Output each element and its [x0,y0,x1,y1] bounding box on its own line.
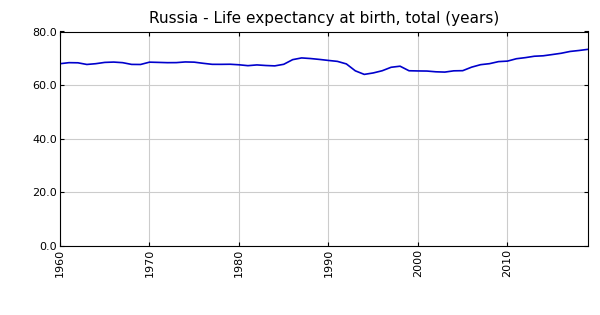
Title: Russia - Life expectancy at birth, total (years): Russia - Life expectancy at birth, total… [149,11,499,26]
